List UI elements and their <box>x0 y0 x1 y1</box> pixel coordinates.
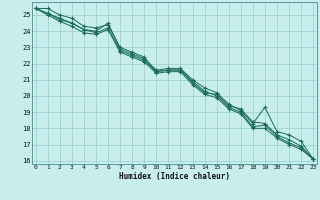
X-axis label: Humidex (Indice chaleur): Humidex (Indice chaleur) <box>119 172 230 181</box>
